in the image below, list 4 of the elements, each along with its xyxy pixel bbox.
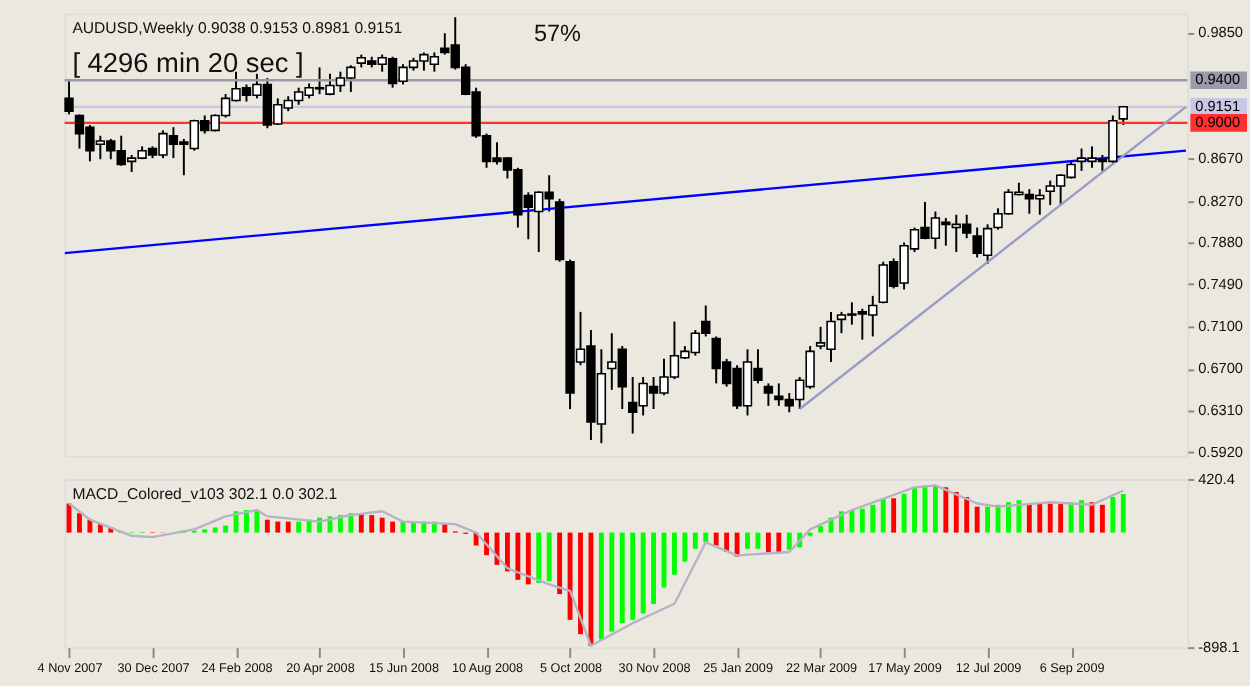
chart-title: MACD_Colored_v103 302.1 0.0 302.1 (72, 484, 338, 503)
annotation: [ 4296 min 20 sec ] (72, 48, 304, 79)
annotation: 57% (534, 20, 581, 47)
chart-title: AUDUSD,Weekly 0.9038 0.9153 0.8981 0.9151 (72, 18, 403, 37)
